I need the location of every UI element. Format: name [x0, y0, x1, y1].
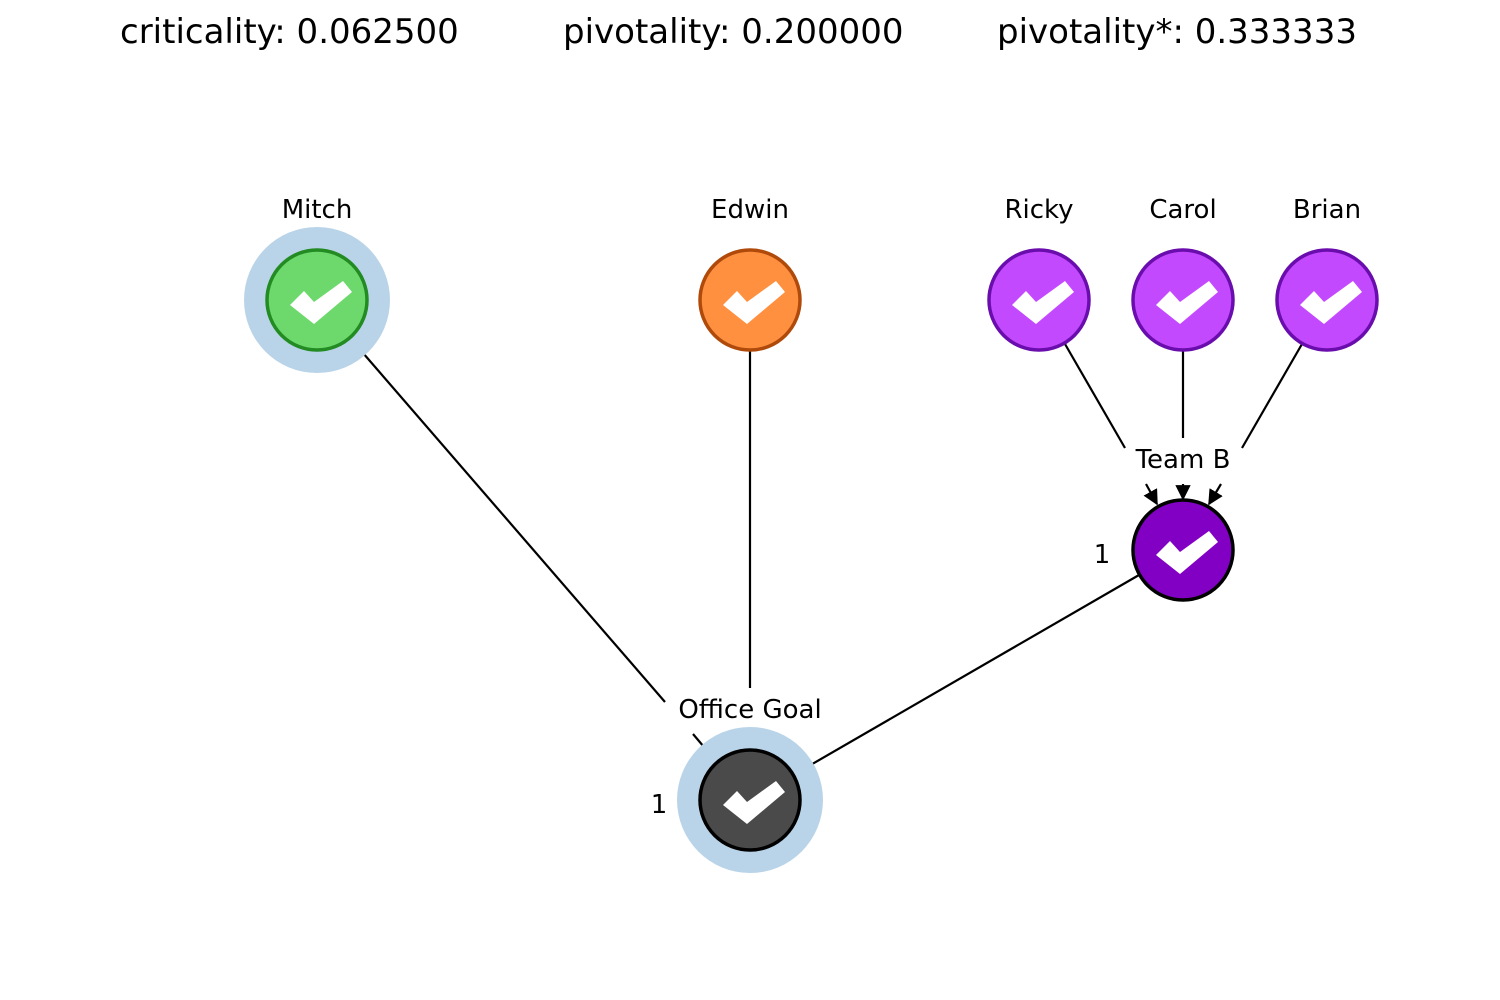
- node-edwin: Edwin: [698, 195, 802, 352]
- ricky-label: Ricky: [1004, 195, 1073, 225]
- node-carol: Carol: [1131, 195, 1235, 352]
- edge-brian-arrow-segment: [1208, 483, 1223, 506]
- pivotality-star-metric: pivotality*: 0.333333: [997, 12, 1357, 52]
- node-brian: Brian: [1275, 195, 1379, 352]
- node-team-b: Team B 1: [1094, 445, 1235, 602]
- brian-label: Brian: [1293, 195, 1361, 225]
- team-b-gate-label: Team B: [1135, 445, 1231, 475]
- team-b-threshold: 1: [1094, 540, 1111, 570]
- node-mitch: Mitch: [244, 195, 390, 373]
- edge-mitch-to-office-goal: [349, 337, 666, 703]
- carol-label: Carol: [1149, 195, 1216, 225]
- edge-team-b-to-office-goal: [793, 574, 1140, 775]
- office-goal-gate-label: Office Goal: [678, 695, 821, 725]
- edge-brian-to-team-b: [1241, 343, 1303, 449]
- criticality-metric: criticality: 0.062500: [120, 12, 459, 52]
- edge-ricky-to-team-b: [1064, 343, 1126, 449]
- node-office-goal: Office Goal 1: [651, 695, 823, 873]
- pivotality-metric: pivotality: 0.200000: [563, 12, 904, 52]
- mitch-label: Mitch: [282, 195, 353, 225]
- edwin-label: Edwin: [711, 195, 789, 225]
- edge-ricky-arrow-segment: [1143, 483, 1158, 506]
- node-ricky: Ricky: [987, 195, 1091, 352]
- edges-team-b: [1064, 343, 1303, 506]
- office-goal-threshold: 1: [651, 790, 668, 820]
